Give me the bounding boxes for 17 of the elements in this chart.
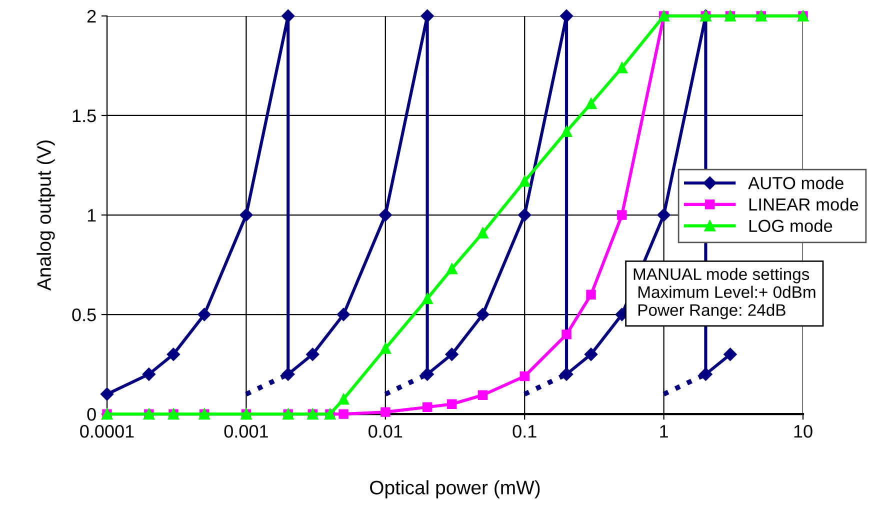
x-tick-label: 0.1 — [512, 424, 536, 438]
annotation: MANUAL mode settings Maximum Level:+ 0dBm Power Range: 24dB — [634, 268, 816, 320]
y-tick-label: 0 — [87, 408, 96, 421]
x-axis-title: Optical power (mW) — [370, 480, 540, 498]
legend-label: LINEAR mode — [749, 198, 858, 211]
y-tick-label: 1 — [88, 209, 96, 222]
x-tick-label: 10 — [794, 424, 812, 438]
y-tick-label: 2 — [87, 10, 96, 23]
legend-label: AUTO mode — [748, 176, 844, 190]
legend-label: LOG mode — [749, 219, 832, 232]
x-tick-label: 1 — [660, 425, 668, 438]
x-tick-label: 0.01 — [368, 424, 402, 438]
y-axis-title: Analog output (V) — [36, 140, 55, 291]
x-tick-label: 0.001 — [224, 424, 268, 438]
y-tick-label: 0.5 — [72, 308, 96, 322]
x-tick-label: 0.0001 — [80, 424, 134, 438]
y-tick-label: 1.5 — [72, 110, 96, 122]
